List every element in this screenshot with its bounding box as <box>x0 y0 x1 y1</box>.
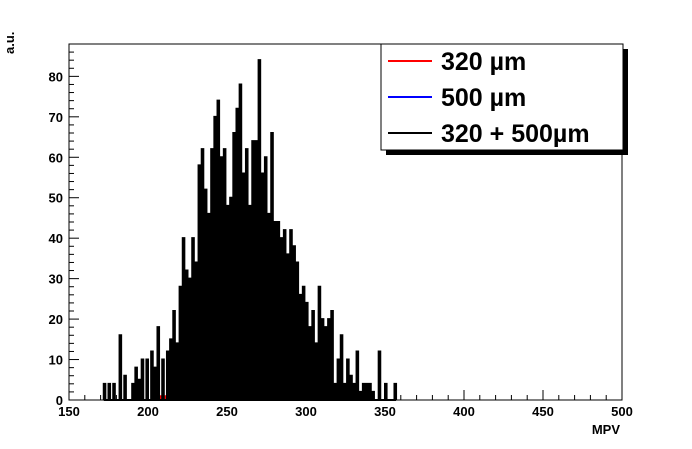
y-tick-label: 30 <box>49 272 63 287</box>
x-tick-label: 200 <box>137 404 159 419</box>
legend-label-0: 320 µm <box>441 48 526 76</box>
x-tick-label: 300 <box>295 404 317 419</box>
y-tick-label: 60 <box>49 150 63 165</box>
x-tick-label: 400 <box>453 404 475 419</box>
x-tick-label: 350 <box>374 404 396 419</box>
y-tick-label: 50 <box>49 191 63 206</box>
y-tick-label: 10 <box>49 353 63 368</box>
x-tick-label: 150 <box>58 404 80 419</box>
y-axis-label: a.u. <box>2 32 17 54</box>
series-layer <box>102 59 398 401</box>
y-tick-label: 20 <box>49 312 63 327</box>
series-line-2 <box>102 59 398 400</box>
axis-layer: 150 200 250 300 350 400 450 500 0 10 20 30 40 50 60 70 8… <box>49 43 633 419</box>
x-tick-label: 450 <box>532 404 554 419</box>
legend-label-2: 320 + 500µm <box>441 120 590 148</box>
x-tick-label: 500 <box>611 404 633 419</box>
y-tick-label: 40 <box>49 231 63 246</box>
x-axis-label: MPV <box>592 422 621 437</box>
legend-label-1: 500 µm <box>441 84 526 112</box>
y-tick-label: 80 <box>49 69 63 84</box>
y-tick-label: 0 <box>56 393 63 408</box>
y-tick-label: 70 <box>49 110 63 125</box>
x-tick-label: 250 <box>216 404 238 419</box>
legend: 320 µm 500 µm 320 + 500µm <box>380 43 628 155</box>
